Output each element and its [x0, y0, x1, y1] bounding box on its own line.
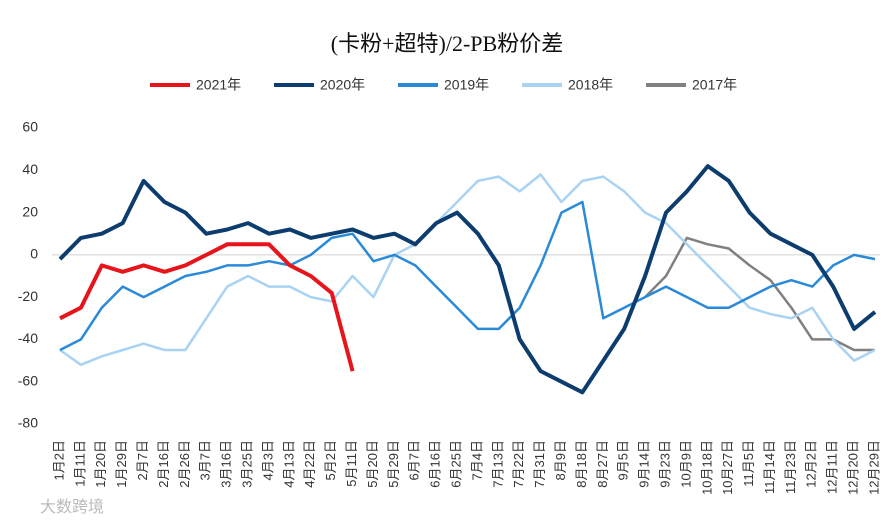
x-tick-label: 8月27日 [595, 440, 610, 488]
series-line [58, 164, 877, 395]
y-tick-label: 0 [30, 246, 38, 262]
y-tick-label: -60 [18, 372, 38, 388]
x-tick-label: 5月2日 [323, 440, 338, 480]
series-line [59, 173, 876, 367]
x-tick-label: 1月11日 [72, 440, 87, 487]
y-tick-label: 40 [22, 161, 38, 177]
legend-label: 2019年 [444, 77, 489, 93]
x-tick-label: 11月5日 [741, 440, 756, 487]
x-tick-label: 12月20日 [846, 440, 861, 495]
x-tick-label: 1月29日 [114, 440, 129, 488]
y-tick-label: -40 [18, 330, 38, 346]
x-tick-label: 5月20日 [365, 440, 380, 488]
watermark: 大数跨境 [40, 497, 104, 516]
x-tick-label: 1月20日 [93, 440, 108, 488]
x-tick-label: 7月22日 [511, 440, 526, 488]
x-tick-label: 2月26日 [177, 440, 192, 488]
x-tick-label: 10月27日 [720, 440, 735, 495]
x-tick-label: 4月13日 [281, 440, 296, 488]
x-tick-label: 7月31日 [532, 440, 547, 488]
x-tick-label: 5月11日 [344, 440, 359, 487]
x-tick-label: 12月11日 [825, 440, 840, 494]
x-tick-label: 9月23日 [657, 440, 672, 488]
x-tick-label: 3月16日 [219, 440, 234, 488]
x-tick-label: 6月16日 [428, 440, 443, 488]
x-tick-label: 9月5日 [616, 440, 631, 480]
x-tick-label: 4月22日 [302, 440, 317, 488]
y-tick-label: 20 [22, 203, 38, 219]
x-tick-label: 9月14日 [637, 440, 652, 488]
x-tick-label: 10月9日 [678, 440, 693, 488]
y-tick-label: -80 [18, 415, 38, 431]
legend-label: 2018年 [568, 77, 613, 93]
x-tick-label: 4月3日 [260, 440, 275, 480]
x-tick-label: 6月25日 [448, 440, 463, 488]
y-tick-label: 60 [22, 119, 38, 135]
x-tick-label: 7月13日 [490, 440, 505, 488]
x-tick-label: 3月25日 [240, 440, 255, 488]
x-tick-label: 8月18日 [574, 440, 589, 488]
x-tick-label: 11月23日 [783, 440, 798, 494]
x-tick-label: 5月29日 [386, 440, 401, 488]
x-tick-label: 11月14日 [762, 440, 777, 494]
x-tick-label: 8月9日 [553, 440, 568, 480]
legend-label: 2017年 [692, 77, 737, 93]
x-tick-label: 6月7日 [407, 440, 422, 480]
series-line [59, 242, 355, 372]
legend-label: 2020年 [320, 77, 365, 93]
x-tick-label: 1月2日 [51, 440, 66, 480]
x-tick-label: 10月18日 [699, 440, 714, 495]
legend-label: 2021年 [196, 77, 241, 93]
x-tick-label: 7月4日 [469, 440, 484, 480]
series-line [59, 200, 876, 352]
x-tick-label: 2月16日 [156, 440, 171, 488]
x-tick-label: 12月2日 [804, 440, 819, 488]
x-tick-label: 2月7日 [135, 440, 150, 480]
chart-title: (卡粉+超特)/2-PB粉价差 [331, 31, 563, 56]
x-tick-label: 12月29日 [866, 440, 881, 495]
y-tick-label: -20 [18, 288, 38, 304]
x-tick-label: 3月7日 [198, 440, 213, 480]
